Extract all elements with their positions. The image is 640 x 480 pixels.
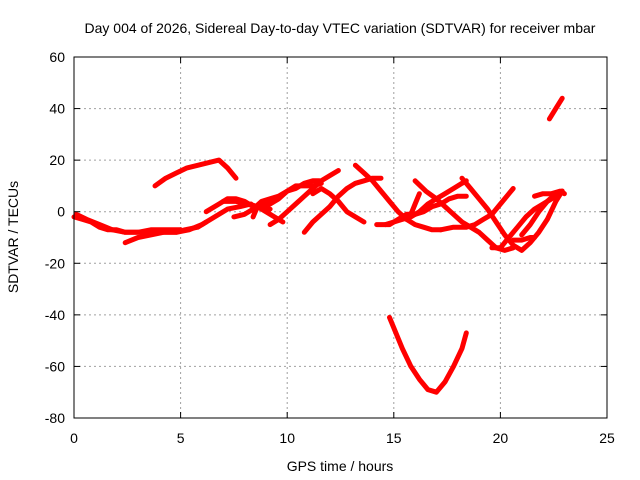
x-tick-label: 5 bbox=[177, 430, 185, 446]
series-line-24 bbox=[387, 314, 469, 395]
series-line-8 bbox=[250, 178, 322, 220]
grid bbox=[74, 57, 607, 418]
y-tick-label: -60 bbox=[45, 358, 65, 374]
y-axis-label: SDTVAR / TECUs bbox=[5, 181, 21, 293]
series-line-15 bbox=[404, 191, 422, 222]
y-tick-label: -40 bbox=[45, 307, 65, 323]
x-tick-label: 25 bbox=[599, 430, 615, 446]
series-line-14 bbox=[382, 178, 469, 228]
series-line-22 bbox=[532, 188, 567, 199]
y-tick-label: 40 bbox=[49, 101, 65, 117]
series-line-18 bbox=[459, 175, 565, 253]
series-line-20 bbox=[510, 235, 537, 243]
x-tick-label: 15 bbox=[386, 430, 402, 446]
y-tick-label: 60 bbox=[49, 49, 65, 65]
x-tick-label: 20 bbox=[493, 430, 509, 446]
plot-frame bbox=[73, 56, 608, 419]
series-line-3 bbox=[122, 201, 254, 246]
series-line-9 bbox=[267, 168, 341, 228]
y-tick-label: 0 bbox=[57, 204, 65, 220]
plot-series bbox=[71, 95, 567, 395]
series-line-12 bbox=[352, 162, 444, 233]
x-tick-label: 10 bbox=[279, 430, 295, 446]
axis-ticks: 0 5 10 15 20 25 -80 -60 -40 -20 0 20 40 60 bbox=[45, 49, 615, 446]
x-tick-label: 0 bbox=[70, 430, 78, 446]
x-axis-label: GPS time / hours bbox=[287, 458, 394, 474]
y-tick-label: 20 bbox=[49, 152, 65, 168]
series-line-23 bbox=[546, 95, 565, 122]
series-line-4 bbox=[152, 157, 239, 189]
y-tick-label: -80 bbox=[45, 410, 65, 426]
series-line-17 bbox=[438, 186, 516, 233]
series-line-16 bbox=[412, 178, 516, 253]
y-tick-label: -20 bbox=[45, 255, 65, 271]
series-line-11 bbox=[310, 186, 367, 225]
chart-title: Day 004 of 2026, Sidereal Day-to-day VTE… bbox=[85, 20, 596, 36]
